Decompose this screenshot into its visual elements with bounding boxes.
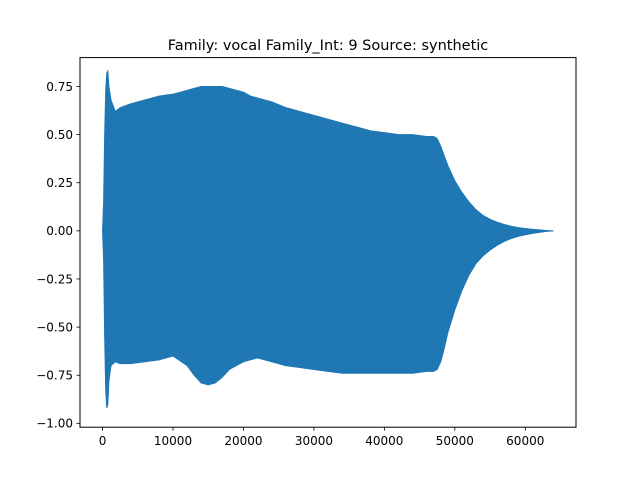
y-tick-label: −0.25 — [36, 272, 73, 286]
x-tick-label: 40000 — [365, 434, 403, 448]
y-tick-label: 0.50 — [46, 128, 73, 142]
y-tick-label: −0.50 — [36, 320, 73, 334]
plot-area-frame — [79, 57, 577, 428]
y-tick-label: 0.25 — [46, 176, 73, 190]
chart-title: Family: vocal Family_Int: 9 Source: synt… — [168, 38, 489, 54]
x-tick-label: 20000 — [224, 434, 262, 448]
x-tick-label: 0 — [99, 434, 107, 448]
y-axis-ticks: −1.00 −0.75 −0.50 −0.25 0.00 0.25 0.50 0.75 — [36, 80, 80, 431]
y-tick-label: 0.00 — [46, 224, 73, 238]
x-tick-label: 60000 — [506, 434, 544, 448]
x-tick-label: 10000 — [154, 434, 192, 448]
y-tick-label: −1.00 — [36, 417, 73, 431]
y-tick-label: −0.75 — [36, 369, 73, 383]
y-tick-label: 0.75 — [46, 80, 73, 94]
waveform-series — [102, 69, 554, 409]
x-tick-label: 30000 — [295, 434, 333, 448]
x-axis-ticks: 0 10000 20000 30000 40000 50000 60000 — [99, 427, 544, 448]
x-tick-label: 50000 — [436, 434, 474, 448]
